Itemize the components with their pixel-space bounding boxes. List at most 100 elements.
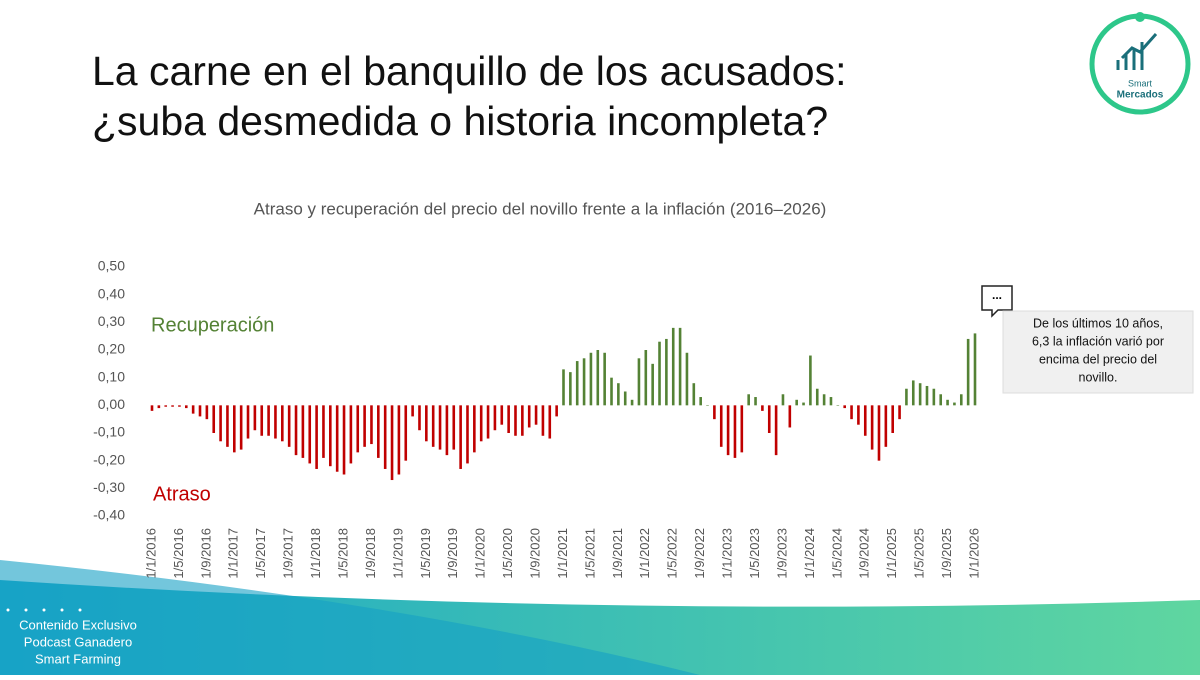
- bar: [747, 394, 750, 406]
- bar: [911, 380, 915, 406]
- bar: [877, 405, 881, 461]
- bar: [219, 405, 222, 442]
- bar: [260, 405, 264, 436]
- bar: [575, 361, 579, 406]
- bar: [589, 352, 593, 406]
- bar: [788, 405, 792, 428]
- bar: [205, 405, 209, 420]
- bar: [610, 377, 613, 406]
- x-tick-label: 1/9/2017: [281, 528, 296, 579]
- x-tick-label: 1/1/2020: [473, 528, 488, 579]
- bar: [939, 394, 943, 406]
- bar: [815, 388, 819, 406]
- x-tick-label: 1/5/2023: [747, 528, 762, 579]
- bar: [418, 405, 421, 431]
- x-tick-label: 1/9/2024: [857, 528, 872, 579]
- footer-dot: [60, 608, 64, 612]
- logo-text: Mercados: [1117, 90, 1164, 101]
- bar: [164, 405, 168, 407]
- y-tick-label: 0,40: [98, 285, 125, 301]
- bar: [233, 405, 236, 453]
- x-tick-label: 1/5/2017: [253, 528, 268, 579]
- bar: [425, 405, 428, 442]
- x-tick-label: 1/9/2022: [692, 528, 707, 579]
- comment-text: novillo.: [1079, 370, 1118, 384]
- bar: [644, 350, 648, 406]
- bar: [184, 405, 188, 409]
- bar: [534, 405, 538, 425]
- bar: [486, 405, 490, 439]
- bar: [514, 405, 517, 436]
- bar: [843, 405, 846, 409]
- bar: [761, 405, 764, 411]
- bar: [438, 405, 442, 450]
- bar: [795, 399, 798, 406]
- footer-band-dark: [0, 560, 700, 675]
- comment-icon-dots: ...: [992, 288, 1002, 302]
- x-tick-label: 1/9/2020: [528, 528, 543, 579]
- footer-dot: [42, 608, 46, 612]
- bar: [541, 405, 545, 436]
- title-line: La carne en el banquillo de los acusados…: [92, 48, 846, 94]
- comment-box: [1002, 310, 1194, 394]
- x-tick-label: 1/5/2020: [500, 528, 515, 579]
- bar: [253, 405, 257, 431]
- bar: [390, 405, 394, 481]
- x-tick-label: 1/9/2016: [198, 528, 213, 579]
- x-tick-label: 1/5/2018: [335, 528, 350, 579]
- bar: [411, 405, 414, 417]
- y-tick-label: 0,50: [98, 258, 125, 274]
- comment-text: De los últimos 10 años,: [1033, 316, 1163, 330]
- comment-text: 6,3 la inflación varió por: [1032, 334, 1164, 348]
- bar: [239, 405, 243, 450]
- x-tick-label: 1/1/2016: [143, 528, 158, 579]
- x-tick-label: 1/1/2017: [226, 528, 241, 579]
- x-tick-label: 1/5/2021: [582, 528, 597, 579]
- bar: [596, 350, 600, 406]
- bar: [685, 352, 689, 406]
- bar: [822, 394, 826, 406]
- bar: [829, 397, 833, 406]
- bar: [150, 405, 154, 411]
- x-tick-label: 1/9/2021: [610, 528, 625, 579]
- bar: [767, 405, 771, 433]
- bar: [781, 394, 785, 406]
- bar: [836, 405, 840, 406]
- bar: [617, 383, 620, 406]
- comment: ...: [981, 285, 1194, 394]
- footer-dot: [6, 608, 10, 612]
- bar: [863, 405, 867, 436]
- bar: [377, 405, 380, 458]
- bar: [397, 405, 401, 475]
- bar: [918, 383, 922, 406]
- bar: [431, 405, 435, 447]
- chart-title: Atraso y recuperación del precio del nov…: [254, 199, 827, 218]
- logo-dot: [1135, 12, 1145, 22]
- bar: [212, 405, 216, 433]
- x-tick-label: 1/5/2016: [171, 528, 186, 579]
- annotation-positive: Recuperación: [151, 314, 274, 336]
- x-tick-label: 1/1/2025: [884, 528, 899, 579]
- bar: [630, 399, 634, 406]
- bar: [651, 363, 654, 406]
- bar: [713, 405, 716, 420]
- bar: [569, 372, 572, 406]
- bar: [726, 405, 730, 456]
- bar: [891, 405, 894, 433]
- bar: [178, 405, 181, 407]
- bar: [774, 405, 778, 456]
- y-tick-label: -0,10: [93, 424, 125, 440]
- bar: [527, 405, 531, 428]
- bar: [493, 405, 497, 431]
- bar: [294, 405, 298, 456]
- footer-dot: [78, 608, 82, 612]
- bar: [521, 405, 524, 436]
- bar: [349, 405, 353, 464]
- y-tick-label: 0,30: [98, 313, 125, 329]
- title-line: ¿suba desmedida o historia incompleta?: [92, 98, 828, 144]
- bar: [671, 327, 675, 406]
- bar: [603, 352, 606, 406]
- bar: [719, 405, 723, 447]
- bar: [884, 405, 888, 447]
